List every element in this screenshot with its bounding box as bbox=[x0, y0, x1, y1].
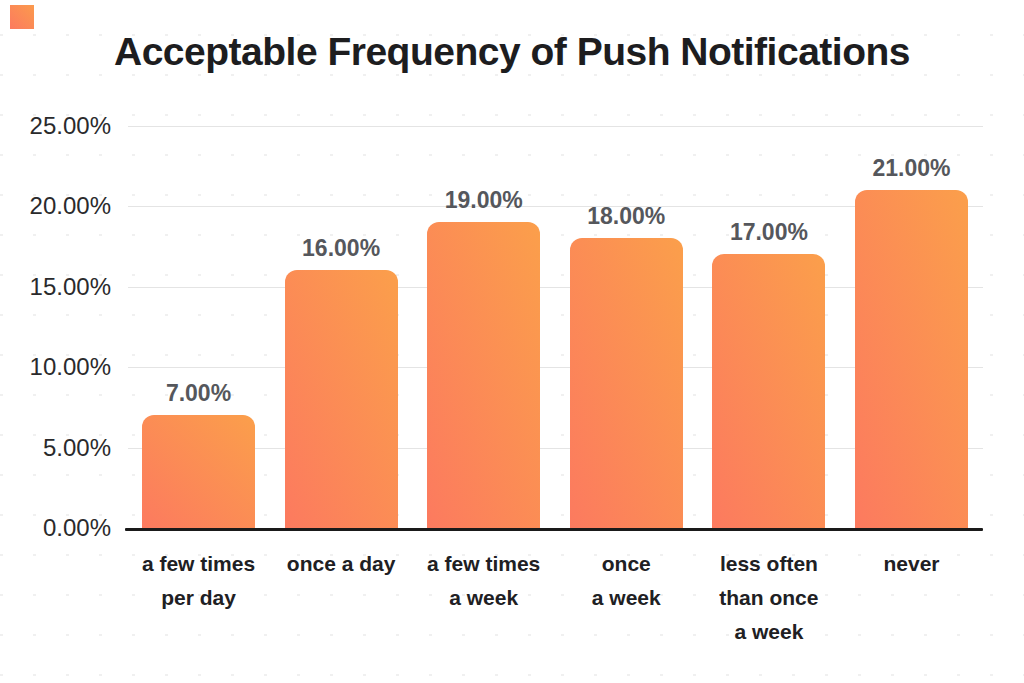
bar bbox=[285, 270, 398, 528]
bar-value-label: 17.00% bbox=[682, 218, 855, 246]
bar bbox=[142, 415, 255, 528]
y-axis-tick-label: 10.00% bbox=[12, 352, 111, 382]
chart-page: Acceptable Frequency of Push Notificatio… bbox=[0, 0, 1024, 683]
gridline bbox=[128, 126, 983, 127]
bar bbox=[712, 254, 825, 528]
brand-mark bbox=[10, 5, 34, 29]
bar bbox=[427, 222, 540, 528]
chart-title: Acceptable Frequency of Push Notificatio… bbox=[0, 30, 1024, 74]
bar bbox=[570, 238, 683, 528]
x-axis-line bbox=[125, 528, 983, 531]
bar-value-label: 16.00% bbox=[255, 234, 428, 262]
y-axis-tick-label: 20.00% bbox=[12, 191, 111, 221]
bar-value-label: 21.00% bbox=[825, 154, 998, 182]
y-axis-tick-label: 0.00% bbox=[12, 513, 111, 543]
y-axis-tick-label: 15.00% bbox=[12, 272, 111, 302]
bar-value-label: 7.00% bbox=[112, 379, 285, 407]
y-axis-tick-label: 5.00% bbox=[12, 433, 111, 463]
y-axis-tick-label: 25.00% bbox=[12, 111, 111, 141]
bar bbox=[855, 190, 968, 528]
x-axis-category-label: never bbox=[807, 547, 1017, 581]
